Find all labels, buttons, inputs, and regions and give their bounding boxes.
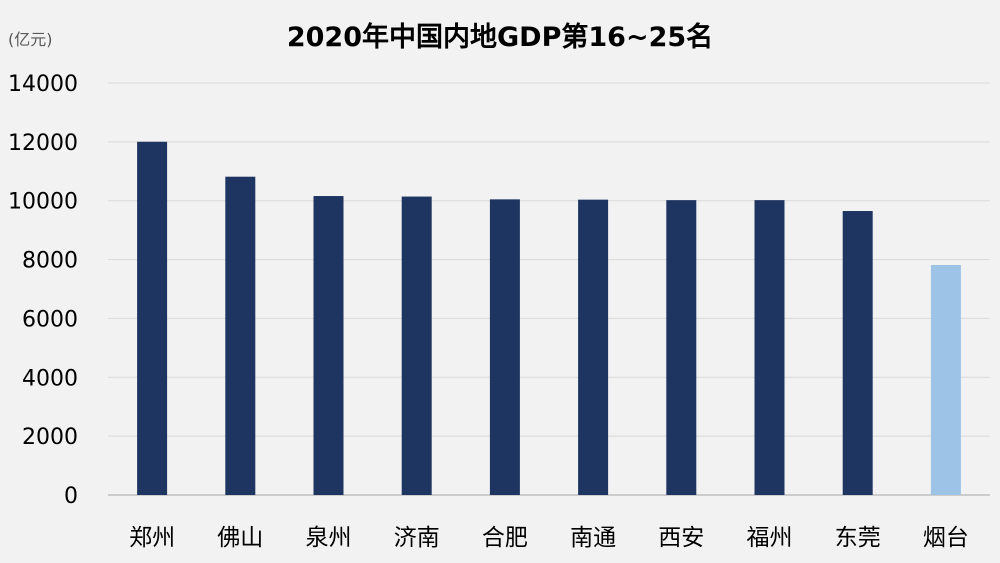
bar-9 <box>842 211 873 495</box>
x-axis-ticks: 郑州 佛山 泉州 济南 合肥 南通 西安 福州 东莞 烟台 <box>129 525 969 551</box>
y-axis-ticks: 0 2000 4000 6000 8000 10000 12000 14000 <box>8 72 78 509</box>
bars <box>137 141 961 496</box>
y-tick-label: 0 <box>64 484 78 509</box>
y-tick-label: 6000 <box>22 307 78 332</box>
y-tick-label: 8000 <box>22 249 78 274</box>
bar-2 <box>225 176 256 496</box>
bar-4 <box>401 196 432 495</box>
bar-5 <box>489 199 520 495</box>
x-tick-label: 西安 <box>658 525 704 551</box>
x-tick-label: 郑州 <box>129 525 175 551</box>
x-tick-label: 南通 <box>570 525 616 551</box>
y-tick-label: 2000 <box>22 425 78 450</box>
bar-3 <box>313 196 344 495</box>
x-tick-label: 济南 <box>394 525 440 551</box>
x-tick-label: 福州 <box>747 525 793 551</box>
bar-1 <box>137 141 168 495</box>
x-tick-label: 合肥 <box>482 525 528 551</box>
y-tick-label: 12000 <box>8 131 78 156</box>
x-tick-label: 东莞 <box>835 525 881 551</box>
bar-8 <box>754 200 785 495</box>
bar-10 <box>930 264 961 495</box>
y-tick-label: 10000 <box>8 190 78 215</box>
y-axis-unit-label: (亿元) <box>8 30 53 49</box>
y-tick-label: 14000 <box>8 72 78 97</box>
bar-7 <box>666 200 697 495</box>
bar-6 <box>578 199 609 496</box>
x-tick-label: 烟台 <box>923 525 969 551</box>
x-tick-label: 泉州 <box>306 525 352 551</box>
y-tick-label: 4000 <box>22 366 78 391</box>
x-tick-label: 佛山 <box>217 525 263 551</box>
chart-title: 2020年中国内地GDP第16~25名 <box>287 21 713 53</box>
